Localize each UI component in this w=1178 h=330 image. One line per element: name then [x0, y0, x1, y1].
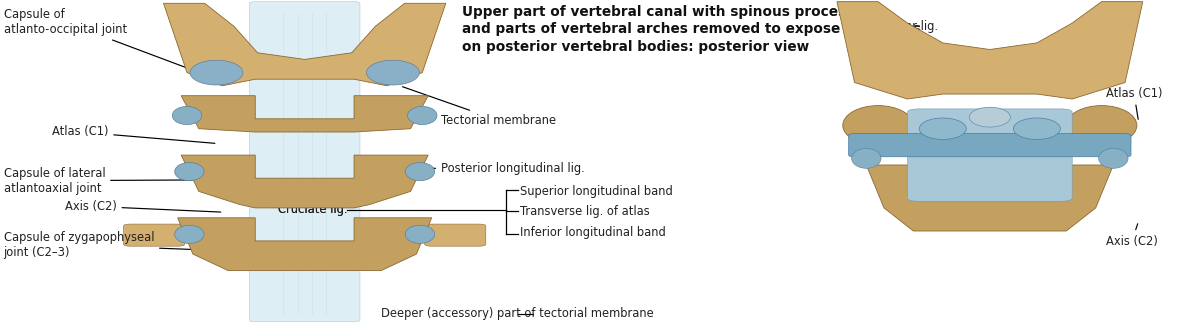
Text: Capsule of lateral
atlantoaxial joint: Capsule of lateral atlantoaxial joint: [4, 167, 214, 195]
Polygon shape: [836, 2, 1143, 99]
Ellipse shape: [405, 163, 435, 181]
Ellipse shape: [405, 225, 435, 244]
Text: Cruciate lig.: Cruciate lig.: [278, 203, 348, 216]
Text: Alar lig.: Alar lig.: [894, 20, 988, 91]
Ellipse shape: [366, 60, 419, 85]
Ellipse shape: [1013, 118, 1060, 139]
Text: Inferior longitudinal band: Inferior longitudinal band: [519, 226, 666, 239]
Text: Posterior longitudinal lig.: Posterior longitudinal lig.: [421, 162, 584, 175]
Polygon shape: [181, 155, 428, 208]
Ellipse shape: [852, 148, 881, 168]
Ellipse shape: [969, 107, 1011, 127]
Polygon shape: [178, 218, 431, 271]
Text: Capsule of zygapophyseal
joint (C2–3): Capsule of zygapophyseal joint (C2–3): [4, 231, 223, 259]
Ellipse shape: [190, 60, 243, 85]
Polygon shape: [181, 96, 428, 132]
Ellipse shape: [408, 106, 437, 124]
Text: Transverse lig. of atlas: Transverse lig. of atlas: [519, 205, 649, 218]
Text: Tectorial membrane: Tectorial membrane: [403, 87, 556, 127]
FancyBboxPatch shape: [907, 109, 1072, 201]
Text: Atlas (C1): Atlas (C1): [1106, 86, 1163, 119]
FancyBboxPatch shape: [250, 2, 360, 322]
FancyBboxPatch shape: [124, 224, 185, 246]
Text: Axis (C2): Axis (C2): [65, 200, 220, 213]
Ellipse shape: [1099, 148, 1129, 168]
Ellipse shape: [174, 163, 204, 181]
Text: Atlas (C1): Atlas (C1): [52, 125, 214, 143]
Ellipse shape: [174, 225, 204, 244]
Text: Deeper (accessory) part of tectorial membrane: Deeper (accessory) part of tectorial mem…: [382, 307, 654, 320]
Text: Axis (C2): Axis (C2): [1106, 224, 1158, 248]
Text: Superior longitudinal band: Superior longitudinal band: [519, 185, 673, 198]
Text: Cruciate lig.: Cruciate lig.: [278, 203, 348, 216]
FancyBboxPatch shape: [848, 134, 1131, 157]
Polygon shape: [866, 135, 1113, 231]
Text: Capsule of
atlanto-occipital joint: Capsule of atlanto-occipital joint: [4, 8, 224, 82]
Text: Upper part of vertebral canal with spinous processes
and parts of vertebral arch: Upper part of vertebral canal with spino…: [462, 5, 921, 53]
Ellipse shape: [1066, 106, 1137, 145]
Ellipse shape: [842, 106, 913, 145]
Ellipse shape: [919, 118, 966, 139]
FancyBboxPatch shape: [424, 224, 485, 246]
Polygon shape: [164, 3, 445, 86]
Ellipse shape: [172, 106, 201, 124]
